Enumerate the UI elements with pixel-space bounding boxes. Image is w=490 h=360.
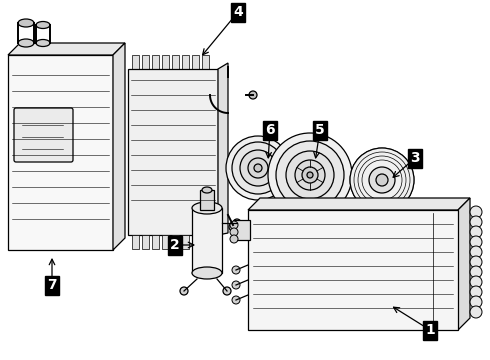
Bar bbox=[192, 235, 199, 249]
Circle shape bbox=[470, 296, 482, 308]
Polygon shape bbox=[218, 63, 228, 235]
Circle shape bbox=[233, 219, 241, 227]
Circle shape bbox=[230, 221, 238, 229]
Bar bbox=[248, 210, 458, 330]
Bar bbox=[152, 55, 159, 69]
Bar bbox=[162, 235, 169, 249]
Circle shape bbox=[249, 91, 257, 99]
Circle shape bbox=[254, 164, 262, 172]
Bar bbox=[192, 55, 199, 69]
Circle shape bbox=[295, 160, 325, 190]
Circle shape bbox=[376, 174, 388, 186]
Circle shape bbox=[248, 158, 268, 178]
Circle shape bbox=[226, 136, 290, 200]
Circle shape bbox=[230, 235, 238, 243]
Circle shape bbox=[232, 142, 284, 194]
Ellipse shape bbox=[18, 39, 34, 47]
Circle shape bbox=[470, 306, 482, 318]
Polygon shape bbox=[8, 43, 125, 55]
Circle shape bbox=[470, 276, 482, 288]
Circle shape bbox=[470, 226, 482, 238]
Bar bbox=[172, 235, 179, 249]
Bar bbox=[172, 55, 179, 69]
Bar bbox=[192, 208, 222, 273]
Bar bbox=[182, 235, 189, 249]
Circle shape bbox=[229, 223, 237, 231]
Circle shape bbox=[268, 133, 352, 217]
Ellipse shape bbox=[192, 267, 222, 279]
Circle shape bbox=[276, 141, 344, 209]
Circle shape bbox=[180, 287, 188, 295]
Circle shape bbox=[286, 151, 334, 199]
Circle shape bbox=[350, 148, 414, 212]
Ellipse shape bbox=[192, 202, 222, 214]
Bar bbox=[202, 55, 209, 69]
Ellipse shape bbox=[202, 187, 212, 193]
Text: 4: 4 bbox=[233, 5, 243, 19]
Ellipse shape bbox=[18, 19, 34, 27]
Polygon shape bbox=[458, 198, 470, 330]
Ellipse shape bbox=[36, 22, 50, 28]
Circle shape bbox=[369, 167, 395, 193]
Polygon shape bbox=[113, 43, 125, 250]
Bar bbox=[132, 55, 139, 69]
Circle shape bbox=[240, 150, 276, 186]
Text: 5: 5 bbox=[315, 123, 325, 137]
Circle shape bbox=[470, 236, 482, 248]
Circle shape bbox=[470, 216, 482, 228]
Bar bbox=[152, 235, 159, 249]
Text: 6: 6 bbox=[265, 123, 275, 137]
Text: 1: 1 bbox=[425, 323, 435, 337]
Circle shape bbox=[470, 246, 482, 258]
Bar bbox=[132, 235, 139, 249]
Circle shape bbox=[307, 172, 313, 178]
Bar bbox=[128, 69, 218, 235]
Circle shape bbox=[223, 287, 231, 295]
Circle shape bbox=[470, 266, 482, 278]
Bar bbox=[200, 190, 214, 210]
Bar bbox=[182, 55, 189, 69]
Bar bbox=[372, 218, 392, 226]
Bar bbox=[234, 220, 250, 240]
Circle shape bbox=[232, 266, 240, 274]
Circle shape bbox=[470, 256, 482, 268]
Ellipse shape bbox=[36, 40, 50, 46]
Circle shape bbox=[230, 228, 238, 236]
FancyBboxPatch shape bbox=[14, 108, 73, 162]
Text: 7: 7 bbox=[47, 278, 57, 292]
Circle shape bbox=[302, 167, 318, 183]
Bar bbox=[142, 235, 149, 249]
Bar bbox=[8, 55, 113, 250]
Text: 3: 3 bbox=[410, 151, 420, 165]
Bar bbox=[202, 235, 209, 249]
Text: 2: 2 bbox=[170, 238, 180, 252]
Bar bbox=[142, 55, 149, 69]
Circle shape bbox=[232, 296, 240, 304]
Polygon shape bbox=[248, 198, 470, 210]
Bar bbox=[162, 55, 169, 69]
Circle shape bbox=[470, 286, 482, 298]
Circle shape bbox=[470, 206, 482, 218]
Bar bbox=[364, 200, 400, 222]
Circle shape bbox=[232, 281, 240, 289]
